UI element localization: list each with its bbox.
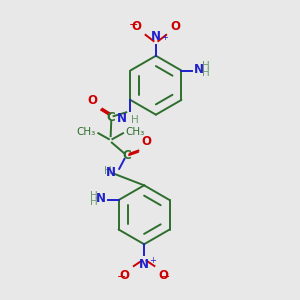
- Text: O: O: [159, 269, 169, 282]
- Text: H: H: [104, 166, 112, 176]
- Text: H: H: [202, 68, 210, 78]
- Text: C: C: [106, 111, 115, 124]
- Text: H: H: [131, 115, 139, 125]
- Text: H: H: [90, 191, 98, 201]
- Text: N: N: [151, 30, 161, 44]
- Text: −: −: [117, 272, 126, 282]
- Text: +: +: [149, 256, 156, 265]
- Text: O: O: [119, 269, 129, 282]
- Text: N: N: [194, 62, 204, 76]
- Text: O: O: [131, 20, 141, 33]
- Text: N: N: [106, 166, 116, 179]
- Text: H: H: [202, 61, 210, 71]
- Text: O: O: [87, 94, 98, 107]
- Text: +: +: [161, 33, 168, 42]
- Text: H: H: [90, 197, 98, 207]
- Text: O: O: [142, 135, 152, 148]
- Text: O: O: [171, 20, 181, 33]
- Text: N: N: [139, 258, 149, 271]
- Text: C: C: [122, 149, 131, 162]
- Text: N: N: [96, 192, 106, 205]
- Text: CH₃: CH₃: [125, 127, 145, 137]
- Text: CH₃: CH₃: [77, 127, 96, 137]
- Text: −: −: [128, 20, 138, 30]
- Text: N: N: [117, 112, 127, 125]
- Text: −: −: [161, 272, 170, 282]
